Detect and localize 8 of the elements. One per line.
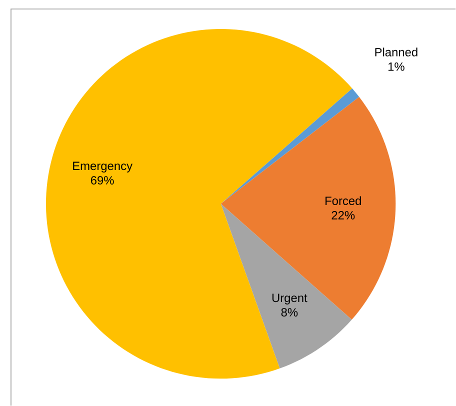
slice-label: Forced [326,196,361,206]
data-label: 8% [281,308,298,317]
slice-label: Planned [375,48,418,56]
slice-label: Emergency [73,162,132,172]
slice-label: Urgent [272,294,308,304]
data-label: 1% [388,62,404,71]
data-label: 69% [90,176,114,185]
data-label: 22% [332,211,355,220]
